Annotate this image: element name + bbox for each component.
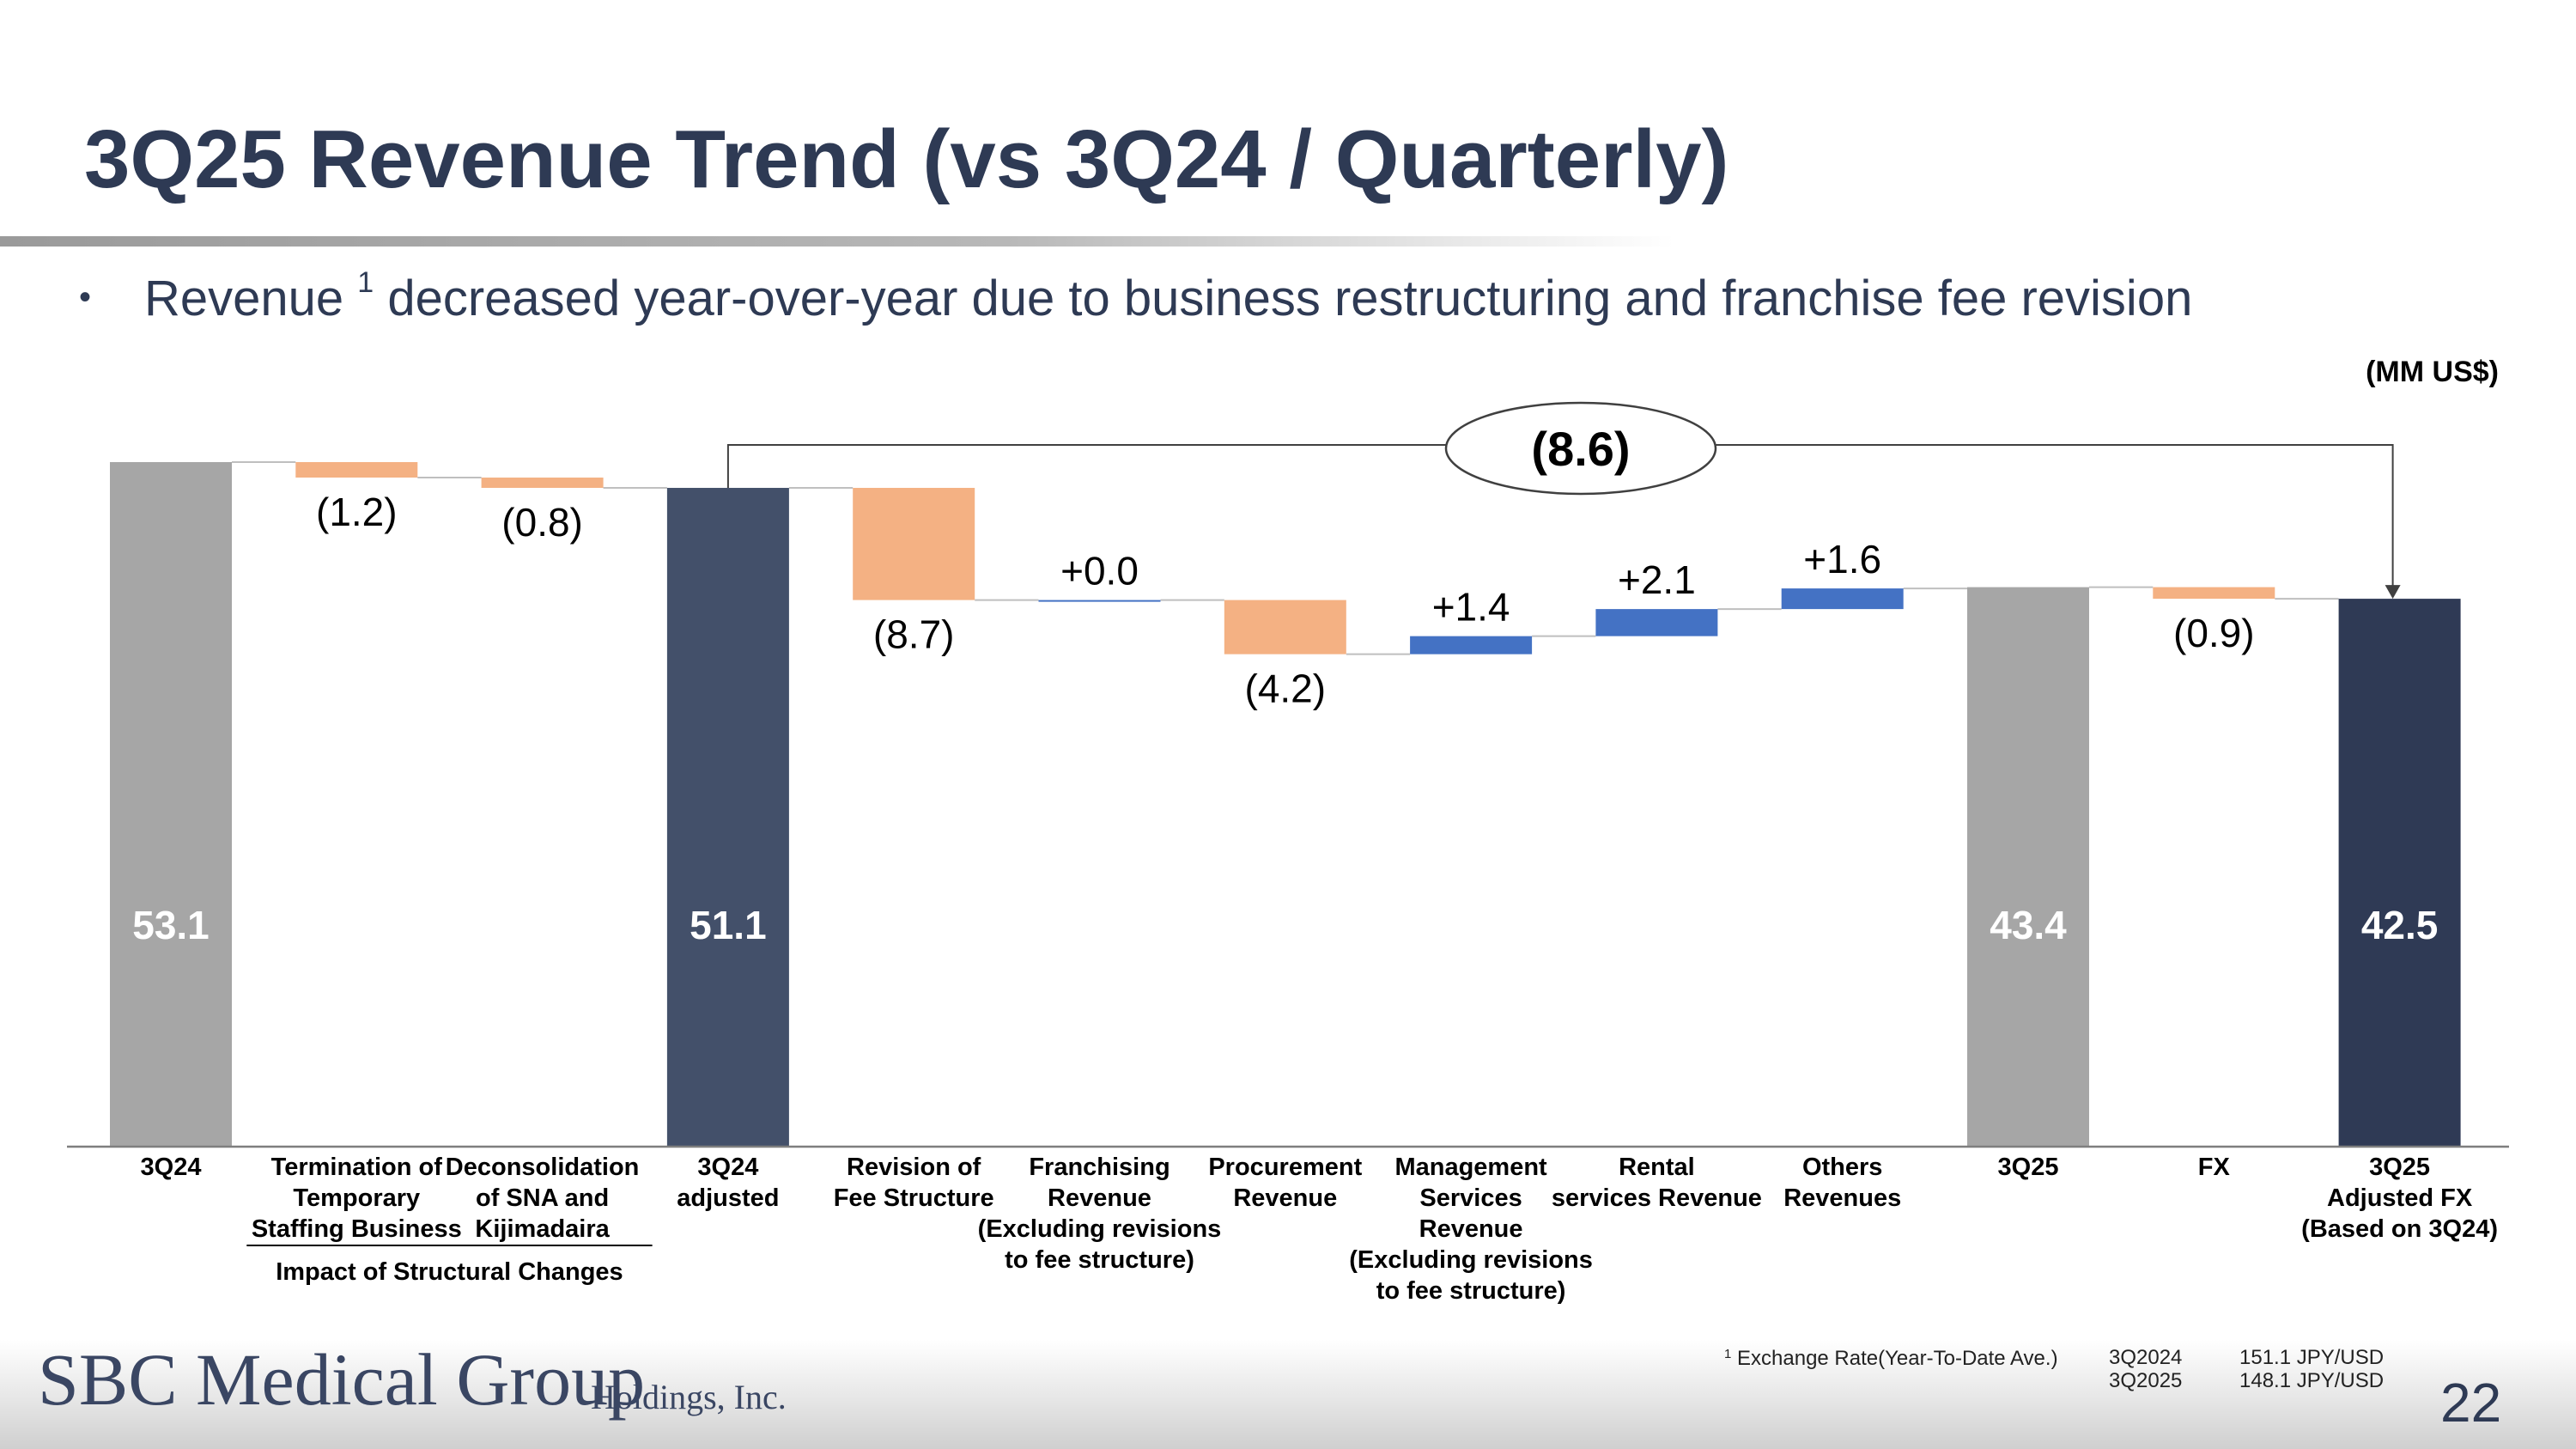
group-label: Impact of Structural Changes xyxy=(276,1258,623,1286)
fx-rate-2: 148.1 JPY/USD xyxy=(2239,1369,2385,1392)
category-label: FX xyxy=(2198,1154,2231,1181)
waterfall-bar xyxy=(1967,587,2089,1147)
page-title: 3Q25 Revenue Trend (vs 3Q24 / Quarterly) xyxy=(84,113,1729,205)
waterfall-bar xyxy=(110,462,232,1147)
waterfall-bar xyxy=(295,462,418,478)
waterfall-bar xyxy=(1410,636,1533,654)
category-label: Management Services Revenue (Excluding revi… xyxy=(1349,1154,1593,1305)
category-label: Procurement Revenue xyxy=(1208,1154,1362,1212)
exchange-rate-label: Exchange Rate(Year-To-Date Ave.) xyxy=(1737,1347,2058,1370)
bar-value-label: 53.1 xyxy=(132,903,210,947)
company-logo: SBC Medical Group xyxy=(38,1338,646,1421)
summary-rest: decreased year-over-year due to business… xyxy=(387,271,2193,326)
summary-word: Revenue xyxy=(144,271,344,326)
overall-change-label: (8.6) xyxy=(1531,422,1630,476)
fx-quarter-1: 3Q2024 xyxy=(2109,1346,2183,1369)
category-label: Others Revenues xyxy=(1783,1154,1901,1212)
unit-label: (MM US$) xyxy=(2366,356,2499,388)
bullet-dot: • xyxy=(79,278,92,316)
category-label: 3Q25 Adjusted FX (Based on 3Q24) xyxy=(2301,1154,2498,1243)
category-label: Franchising Revenue (Excluding revisions to… xyxy=(978,1154,1222,1274)
bar-value-label: (0.8) xyxy=(501,500,583,545)
footer-band xyxy=(0,1340,2576,1449)
waterfall-bar xyxy=(666,488,789,1147)
exchange-rate-note: 1 Exchange Rate(Year-To-Date Ave.) xyxy=(1724,1347,2058,1371)
bar-value-label: 51.1 xyxy=(690,903,767,947)
waterfall-bar xyxy=(853,488,975,600)
company-logo-sub: Holdings, Inc. xyxy=(591,1378,787,1416)
bar-value-label: (4.2) xyxy=(1245,667,1327,711)
waterfall-bar xyxy=(2338,599,2461,1147)
footnote-ref: 1 xyxy=(357,266,374,299)
page-number: 22 xyxy=(2440,1372,2502,1434)
bar-value-label: +1.4 xyxy=(1432,585,1510,630)
change-ellipse xyxy=(1444,401,1717,496)
category-label: Deconsolidation of SNA and Kijimadaira xyxy=(446,1154,640,1243)
waterfall-bar xyxy=(481,478,604,489)
category-label: 3Q24 adjusted xyxy=(677,1154,779,1212)
bar-value-label: (1.2) xyxy=(316,490,398,534)
bar-value-label: (0.9) xyxy=(2173,611,2255,655)
waterfall-bar xyxy=(1781,588,1904,610)
waterfall-bar xyxy=(1595,609,1718,636)
category-label: 3Q24 xyxy=(141,1154,202,1181)
bar-value-label: +2.1 xyxy=(1618,557,1696,602)
footnote-marker: 1 xyxy=(1724,1347,1732,1361)
fx-rate-1: 151.1 JPY/USD xyxy=(2239,1346,2385,1369)
waterfall-bar xyxy=(2153,587,2275,600)
bar-value-label: 42.5 xyxy=(2361,903,2439,947)
fx-quarter-2: 3Q2025 xyxy=(2109,1369,2183,1392)
waterfall-bar xyxy=(1224,600,1346,654)
arrowhead-icon xyxy=(2385,585,2401,600)
category-label: Rental services Revenue xyxy=(1552,1154,1762,1212)
category-label: 3Q25 xyxy=(1998,1154,2059,1181)
bar-value-label: (8.7) xyxy=(873,612,955,657)
waterfall-bar xyxy=(1038,600,1161,602)
title-underline xyxy=(0,236,1674,247)
category-label: Revision of Fee Structure xyxy=(834,1154,994,1212)
summary-text: Revenue 1 decreased year-over-year due t… xyxy=(144,266,2193,327)
category-label: Termination of Temporary Staffing Business xyxy=(252,1154,462,1243)
bar-value-label: +0.0 xyxy=(1060,549,1139,594)
bar-value-label: +1.6 xyxy=(1803,537,1881,581)
bar-value-label: 43.4 xyxy=(1990,903,2067,947)
